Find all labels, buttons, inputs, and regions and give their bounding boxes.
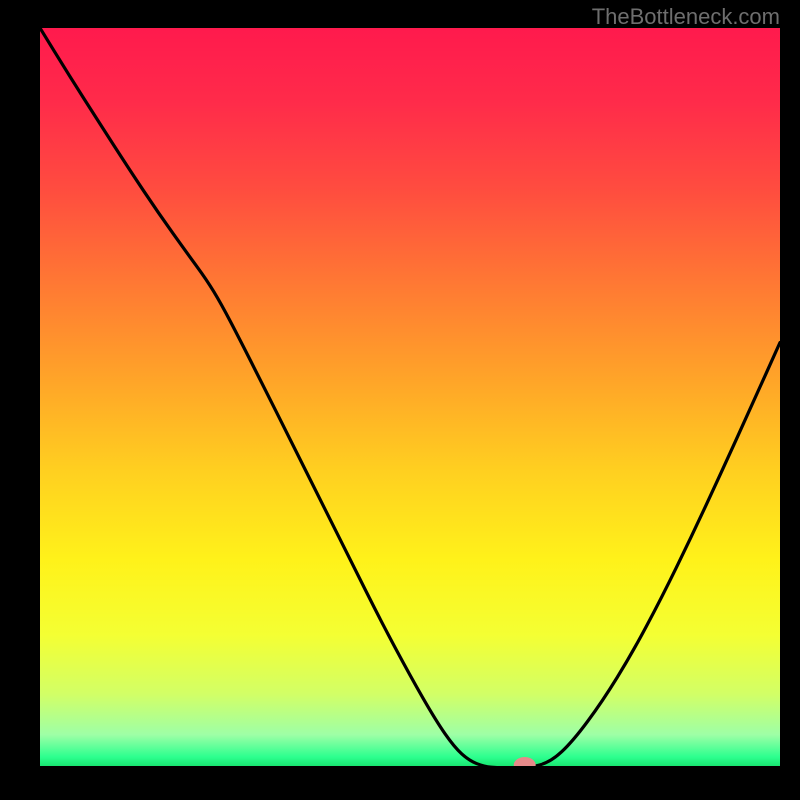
- chart-background: [40, 28, 780, 768]
- chart-svg: [40, 28, 780, 768]
- bottleneck-chart: [40, 28, 780, 768]
- watermark-text: TheBottleneck.com: [592, 4, 780, 30]
